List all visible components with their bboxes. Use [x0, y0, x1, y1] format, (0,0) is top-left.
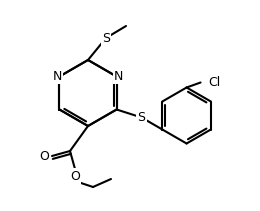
Text: S: S — [138, 111, 146, 124]
Text: O: O — [39, 150, 49, 162]
Text: N: N — [114, 70, 123, 83]
Text: N: N — [53, 70, 62, 83]
Text: Cl: Cl — [209, 76, 221, 89]
Text: S: S — [102, 31, 110, 45]
Text: O: O — [70, 169, 80, 183]
